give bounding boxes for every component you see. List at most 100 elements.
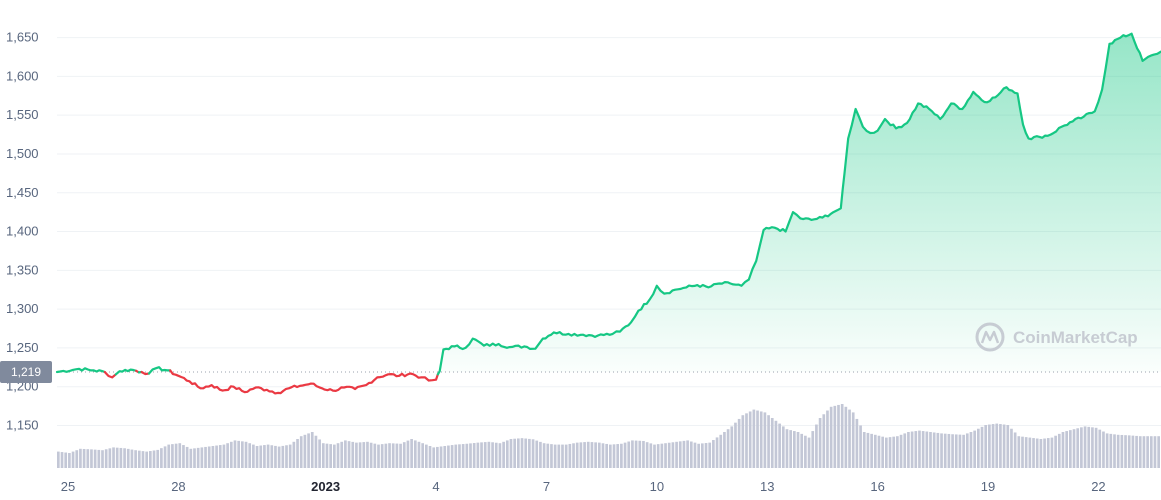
volume-bar bbox=[862, 432, 866, 468]
volume-bar bbox=[436, 446, 439, 468]
volume-bar bbox=[701, 443, 704, 468]
volume-bar bbox=[336, 443, 340, 468]
volume-bar bbox=[1050, 437, 1054, 468]
volume-bar bbox=[1021, 436, 1024, 468]
volume-bar bbox=[505, 440, 509, 468]
volume-bar bbox=[1017, 436, 1021, 468]
volume-bar bbox=[689, 441, 693, 468]
volume-bar bbox=[804, 435, 807, 468]
volume-bar bbox=[351, 441, 355, 468]
volume-bar bbox=[988, 424, 991, 468]
x-axis-labels: 25 28 2023 4 7 10 13 16 19 22 bbox=[61, 479, 1106, 494]
volume-bar bbox=[1069, 430, 1072, 468]
volume-bar bbox=[130, 449, 134, 468]
volume-bar bbox=[509, 439, 513, 468]
volume-bar bbox=[1149, 436, 1153, 468]
volume-bar bbox=[844, 406, 848, 468]
volume-bar bbox=[259, 445, 263, 468]
volume-bar bbox=[969, 432, 973, 468]
volume-bar bbox=[999, 424, 1002, 468]
volume-bar bbox=[929, 432, 932, 468]
volume-bar bbox=[469, 443, 472, 468]
volume-bar bbox=[347, 441, 351, 468]
volume-bar bbox=[299, 436, 303, 468]
volume-bar bbox=[502, 441, 505, 468]
volume-bar bbox=[612, 444, 616, 468]
volume-bar bbox=[134, 450, 137, 468]
volume-bar bbox=[325, 443, 329, 468]
volume-bar bbox=[281, 445, 285, 468]
volume-bar bbox=[586, 441, 590, 468]
volume-bar bbox=[480, 442, 483, 468]
y-tick-label: 1,400 bbox=[6, 224, 39, 239]
y-tick-label: 1,150 bbox=[6, 417, 39, 432]
volume-bar bbox=[730, 426, 734, 468]
volume-bar bbox=[1006, 425, 1010, 468]
volume-bar bbox=[704, 443, 708, 468]
x-tick-label: 2023 bbox=[311, 479, 340, 494]
volume-bar bbox=[546, 443, 550, 468]
volume-bar bbox=[288, 444, 292, 468]
volume-bar bbox=[1032, 438, 1035, 468]
volume-bar bbox=[454, 444, 458, 468]
volume-bar bbox=[682, 440, 686, 468]
volume-bar bbox=[171, 444, 174, 468]
price-line-up bbox=[114, 368, 138, 376]
y-tick-label: 1,300 bbox=[6, 301, 39, 316]
volume-bar bbox=[149, 451, 152, 468]
volume-bar bbox=[79, 448, 82, 468]
volume-bar bbox=[82, 448, 86, 468]
area-fill bbox=[57, 33, 1161, 372]
volume-bar bbox=[693, 442, 697, 468]
volume-bar bbox=[384, 443, 388, 468]
volume-bar bbox=[918, 430, 921, 468]
volume-bar bbox=[892, 436, 896, 468]
volume-bar bbox=[1076, 428, 1080, 468]
volume-bar bbox=[57, 451, 60, 468]
volume-bar bbox=[539, 441, 542, 468]
volume-bar bbox=[550, 444, 553, 468]
volume-bar bbox=[513, 438, 516, 468]
volume-bar bbox=[833, 405, 837, 468]
volume-bar bbox=[465, 443, 469, 468]
volume-bar bbox=[93, 449, 97, 468]
volume-bar bbox=[866, 432, 870, 468]
volume-bar bbox=[561, 444, 564, 468]
volume-bar bbox=[182, 445, 185, 468]
volume-bar bbox=[450, 445, 454, 468]
volume-bar bbox=[524, 438, 528, 468]
volume-bar bbox=[193, 448, 196, 468]
volume-bar bbox=[759, 411, 763, 468]
volume-bar bbox=[564, 444, 568, 468]
volume-bar bbox=[97, 449, 101, 468]
volume-bar bbox=[793, 431, 796, 468]
volume-bar bbox=[1091, 427, 1094, 468]
reference-price-badge: 1,219 bbox=[0, 360, 52, 383]
volume-bar bbox=[204, 446, 207, 468]
volume-bars bbox=[57, 404, 1160, 468]
volume-bar bbox=[487, 441, 491, 468]
volume-bar bbox=[104, 449, 108, 468]
volume-bar bbox=[859, 425, 862, 468]
volume-bar bbox=[811, 431, 815, 468]
volume-bar bbox=[642, 440, 645, 468]
volume-bar bbox=[344, 440, 347, 468]
volume-bar bbox=[910, 431, 914, 468]
volume-bar bbox=[712, 440, 715, 468]
volume-bar bbox=[218, 445, 222, 468]
volume-bar bbox=[189, 448, 193, 468]
volume-bar bbox=[1153, 436, 1157, 468]
volume-bar bbox=[767, 415, 770, 468]
volume-bar bbox=[943, 433, 947, 468]
volume-bar bbox=[1113, 434, 1116, 468]
volume-bar bbox=[840, 404, 844, 468]
volume-bar bbox=[686, 440, 689, 468]
volume-bar bbox=[601, 443, 605, 468]
volume-bar bbox=[222, 444, 226, 468]
volume-bar bbox=[307, 433, 310, 468]
volume-bar bbox=[579, 442, 583, 468]
volume-bar bbox=[903, 433, 907, 468]
volume-bar bbox=[748, 411, 752, 468]
volume-bar bbox=[697, 443, 700, 468]
